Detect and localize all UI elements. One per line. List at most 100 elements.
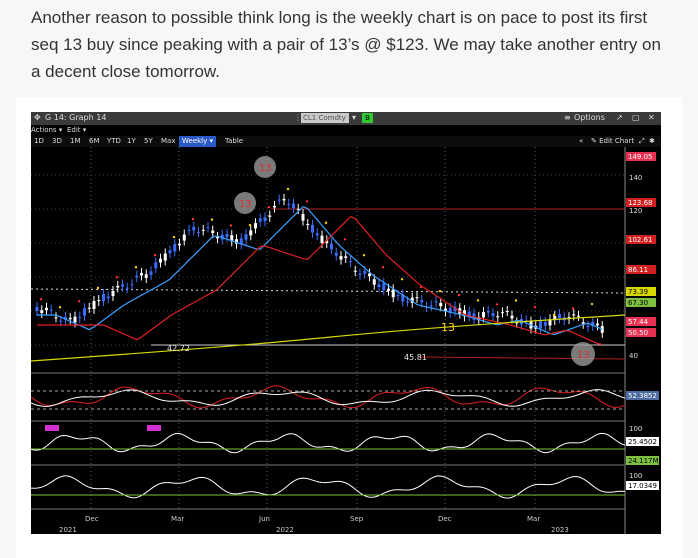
candle-body [372, 279, 376, 285]
candle-body [420, 300, 424, 303]
annotation-low-1: 42.72 [167, 344, 190, 353]
collapse-icon[interactable]: « [579, 137, 584, 145]
candle-body [553, 316, 557, 321]
range-max[interactable]: Max [161, 137, 176, 145]
maximize-icon[interactable]: ▢ [632, 113, 640, 122]
ma-slow-line [31, 314, 626, 362]
indicator-tick: 100 [629, 472, 642, 480]
price-chart[interactable]: 42.72 45.81 13 13 13 13 140 120 40 149.0… [31, 147, 661, 534]
close-icon[interactable]: ✕ [648, 113, 655, 122]
price-tag-bg [626, 298, 656, 307]
x-tick-jun: Jun [258, 515, 270, 523]
candle-body [116, 285, 120, 288]
candle-body [235, 239, 238, 244]
candle-body [501, 312, 504, 314]
range-1d[interactable]: 1D [34, 137, 44, 145]
y-tick-140: 140 [629, 174, 642, 182]
setup-dot [457, 293, 461, 297]
candle-body [121, 284, 124, 287]
candle-body [368, 273, 371, 277]
annotations: 42.72 45.81 13 13 13 13 [167, 156, 595, 366]
candle-body [382, 283, 386, 291]
setup-dot [77, 300, 81, 303]
setup-dot [590, 302, 594, 306]
table-button[interactable]: Table [225, 137, 244, 145]
ticker-field[interactable]: CL1 Comdty [301, 113, 349, 123]
candle-body [106, 296, 110, 299]
edit-chart-label: Edit Chart [599, 137, 635, 145]
candle-body [182, 234, 186, 241]
candle-body [125, 287, 129, 289]
candle-body [396, 294, 400, 296]
candle-body [73, 316, 77, 323]
range-6m[interactable]: 6M [89, 137, 100, 145]
setup-dot [153, 253, 157, 257]
candle-body [415, 297, 419, 299]
range-1m[interactable]: 1M [70, 137, 81, 145]
price-tag-bg [626, 328, 656, 337]
candle-body [287, 203, 291, 205]
actions-menu[interactable]: Actions ▾ [31, 126, 63, 134]
blog-paragraph: Another reason to possible think long is… [31, 8, 661, 81]
ticker-badge[interactable]: B [362, 113, 373, 123]
options-button[interactable]: Options [574, 113, 605, 122]
dotted-line [31, 288, 626, 294]
edit-chart-button[interactable]: ✎ Edit Chart [591, 137, 635, 145]
price-tag-bg [626, 287, 656, 296]
setup-dot [172, 235, 176, 239]
candle-body [306, 224, 310, 226]
year-2021: 2021 [59, 526, 77, 534]
candle-body [83, 308, 86, 316]
interval-label: Weekly [182, 137, 208, 145]
candle-body [277, 199, 281, 201]
gear-icon[interactable]: ✱ [649, 137, 655, 145]
setup-dot [248, 223, 252, 227]
ticker-dropdown-icon[interactable]: ▾ [352, 113, 357, 122]
candle-body [40, 310, 44, 314]
td-markers [39, 187, 594, 317]
range-5y[interactable]: 5Y [144, 137, 153, 145]
setup-dot [58, 306, 62, 309]
candle-body [358, 273, 362, 275]
candle-body [448, 307, 452, 313]
popout-icon[interactable]: ↗ [616, 113, 623, 122]
candle-body [444, 308, 447, 312]
candle-body [201, 229, 205, 231]
setup-dot [324, 221, 328, 224]
candle-body [216, 236, 219, 239]
price-tag-bg [626, 235, 656, 244]
indicator-tick: 100 [629, 425, 642, 433]
setup-dot [134, 266, 138, 269]
zoom-icon[interactable]: ⤢ [639, 137, 645, 145]
level-lines [31, 208, 626, 360]
price-tag-bg [626, 152, 656, 161]
price-tag-bg [626, 198, 656, 207]
candle-body [163, 253, 167, 261]
edit-menu[interactable]: Edit ▾ [67, 126, 87, 134]
candle-body [548, 319, 552, 326]
window-title: G 14: Graph 14 [45, 113, 107, 122]
interval-weekly[interactable]: Weekly ▾ [179, 136, 217, 147]
range-ytd[interactable]: YTD [107, 137, 121, 145]
signal-line [31, 389, 626, 407]
ticker-menu-icon[interactable]: ⋮ [294, 113, 302, 122]
range-1y[interactable]: 1Y [127, 137, 136, 145]
candle-body [510, 315, 514, 319]
range-3d[interactable]: 3D [52, 137, 62, 145]
setup-dot [286, 187, 290, 191]
setup-dot [419, 285, 423, 289]
candle-body [230, 235, 234, 242]
bloomberg-chart-window: ✥ G 14: Graph 14 ⋮ CL1 Comdty ▾ B ≡ Opti… [31, 112, 661, 534]
candle-body [586, 325, 590, 328]
candle-body [572, 314, 576, 316]
annotation-13-d: 13 [577, 350, 590, 361]
price-tag: 149.05 [628, 153, 653, 161]
moving-averages [31, 205, 626, 362]
indicator-panels: 52.3852 25.4502 24.117M 17.0349 100 100 [31, 385, 659, 499]
price-tag-bg [626, 265, 656, 274]
candle-body [315, 233, 319, 236]
ind-highlight [147, 425, 161, 431]
candle-body [349, 261, 352, 263]
candle-body [268, 215, 272, 217]
setup-dot [400, 278, 404, 281]
